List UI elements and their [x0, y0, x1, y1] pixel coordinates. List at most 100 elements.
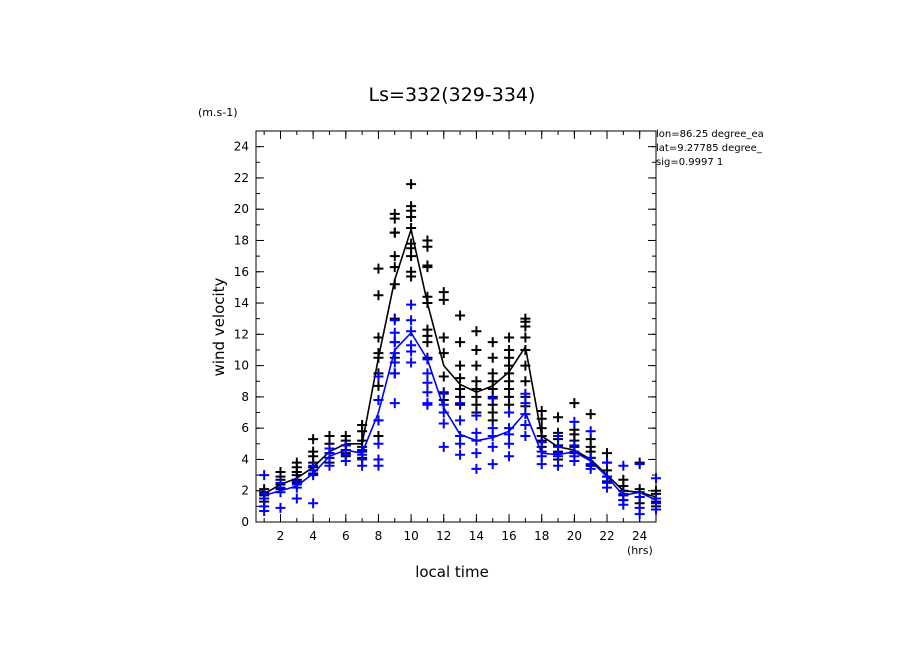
- data-point-marker: [504, 451, 515, 462]
- data-point-marker: [471, 344, 482, 355]
- data-point-marker: [520, 376, 531, 387]
- x-tick-label: 8: [375, 529, 383, 543]
- data-point-marker: [455, 373, 466, 384]
- x-tick-label: 2: [277, 529, 285, 543]
- data-point-marker: [406, 315, 417, 326]
- data-point-marker: [373, 290, 384, 301]
- data-point-marker: [259, 470, 270, 481]
- data-point-marker: [618, 460, 629, 471]
- data-point-marker: [406, 346, 417, 357]
- x-tick-label: 22: [599, 529, 614, 543]
- y-tick-label: 10: [234, 359, 249, 373]
- data-point-marker: [585, 463, 596, 474]
- data-point-marker: [455, 415, 466, 426]
- data-point-marker: [471, 463, 482, 474]
- data-point-marker: [471, 448, 482, 459]
- data-point-marker: [471, 410, 482, 421]
- data-point-marker: [618, 499, 629, 510]
- data-point-marker: [389, 227, 400, 238]
- data-point-marker: [324, 460, 335, 471]
- data-point-marker: [520, 388, 531, 399]
- series-mean-line: [263, 331, 657, 501]
- data-point-marker: [471, 360, 482, 371]
- y-axis-label: wind velocity: [210, 277, 228, 376]
- x-tick-label: 12: [436, 529, 451, 543]
- data-point-marker: [455, 360, 466, 371]
- data-point-marker: [455, 438, 466, 449]
- data-point-marker: [389, 368, 400, 379]
- data-point-marker: [373, 460, 384, 471]
- data-point-marker: [373, 438, 384, 449]
- data-point-marker: [438, 371, 449, 382]
- data-point-marker: [520, 430, 531, 441]
- data-point-marker: [602, 448, 613, 459]
- data-point-marker: [455, 398, 466, 409]
- y-tick-label: 20: [234, 202, 249, 216]
- data-point-marker: [373, 380, 384, 391]
- data-point-marker: [406, 251, 417, 262]
- data-point-marker: [422, 399, 433, 410]
- data-point-marker: [406, 179, 417, 190]
- y-tick-label: 4: [241, 452, 249, 466]
- data-point-marker: [487, 459, 498, 470]
- annotation-lon: lon=86.25 degree_ea: [656, 129, 764, 140]
- y-tick-label: 12: [234, 327, 249, 341]
- data-point-marker: [389, 398, 400, 409]
- data-point-marker: [553, 451, 564, 462]
- data-point-marker: [373, 263, 384, 274]
- data-point-marker: [340, 456, 351, 467]
- data-point-marker: [585, 426, 596, 437]
- data-point-marker: [504, 438, 515, 449]
- data-point-marker: [373, 371, 384, 382]
- data-point-marker: [308, 498, 319, 509]
- data-point-marker: [634, 491, 645, 502]
- data-point-marker: [422, 377, 433, 388]
- data-point-marker: [487, 337, 498, 348]
- annotation-sig: sig=0.9997 1: [656, 157, 723, 168]
- data-point-marker: [438, 332, 449, 343]
- data-point-marker: [487, 352, 498, 363]
- data-point-marker: [504, 407, 515, 418]
- data-point-marker: [569, 456, 580, 467]
- data-point-marker: [422, 368, 433, 379]
- data-point-marker: [520, 332, 531, 343]
- data-point-marker: [422, 241, 433, 252]
- data-point-marker: [585, 409, 596, 420]
- data-point-marker: [389, 213, 400, 224]
- data-point-marker: [536, 459, 547, 470]
- data-point-marker: [308, 470, 319, 481]
- plot-area: 2 4 6 8 10 12 14 16 18 20 22 2402468101214161820222…: [234, 130, 661, 543]
- x-axis-label: local time: [415, 563, 489, 581]
- data-point-marker: [438, 441, 449, 452]
- data-point-marker: [389, 327, 400, 338]
- data-point-marker: [634, 459, 645, 470]
- chart-title: Ls=332(329-334): [369, 84, 536, 106]
- data-point-marker: [389, 315, 400, 326]
- y-tick-label: 6: [241, 421, 249, 435]
- data-point-marker: [438, 294, 449, 305]
- x-tick-label: 4: [309, 529, 317, 543]
- data-point-marker: [651, 504, 661, 515]
- data-point-marker: [553, 412, 564, 423]
- data-point-marker: [259, 506, 270, 517]
- x-tick-label: 16: [501, 529, 516, 543]
- data-point-marker: [553, 430, 564, 441]
- data-point-marker: [455, 310, 466, 321]
- data-point-marker: [406, 212, 417, 223]
- data-point-marker: [357, 426, 368, 437]
- data-point-marker: [536, 437, 547, 448]
- data-point-marker: [602, 457, 613, 468]
- data-point-marker: [569, 398, 580, 409]
- data-point-marker: [520, 321, 531, 332]
- x-tick-label: 6: [342, 529, 350, 543]
- y-tick-label: 22: [234, 171, 249, 185]
- annotation-lat: lat=9.27785 degree_: [656, 143, 763, 154]
- data-point-marker: [308, 434, 319, 445]
- data-point-marker: [520, 398, 531, 409]
- data-point-marker: [487, 441, 498, 452]
- data-point-marker: [455, 337, 466, 348]
- y-unit-label: (m.s-1): [198, 106, 238, 119]
- data-point-marker: [553, 460, 564, 471]
